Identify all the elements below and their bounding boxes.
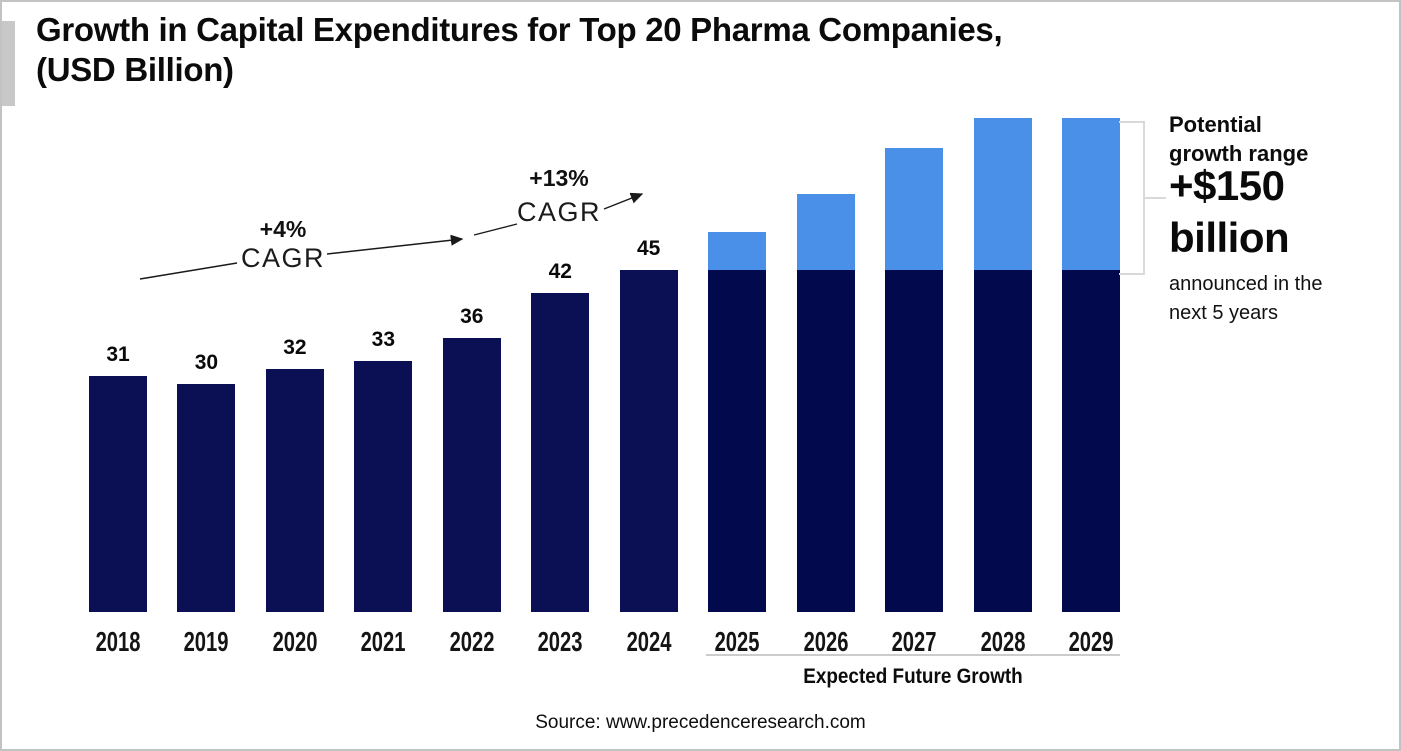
bar-2023-base xyxy=(531,292,590,612)
source-text: Source: www.precedenceresearch.com xyxy=(535,712,866,733)
cagr1-rate: +4% xyxy=(259,216,307,242)
bar-value-2018: 31 xyxy=(106,343,130,367)
bar-2018-base xyxy=(89,376,147,612)
bar-value-2021: 33 xyxy=(371,328,396,352)
cagr1-label: CAGR xyxy=(240,243,325,273)
x-label-2026: 2026 xyxy=(803,626,849,657)
x-label-2018: 2018 xyxy=(95,626,141,657)
bar-2029-base xyxy=(1061,270,1120,612)
bar-2026-base xyxy=(796,270,855,612)
cagr2-label: CAGR xyxy=(516,197,601,227)
bar-2026-growth xyxy=(796,194,855,270)
page-title-line2: (USD Billion) xyxy=(36,51,234,88)
bar-2020-base xyxy=(265,368,324,612)
bar-2025-growth xyxy=(708,232,767,270)
bar-2029-growth xyxy=(1061,118,1120,270)
x-label-2021: 2021 xyxy=(360,626,406,657)
bar-value-2020: 32 xyxy=(283,335,307,359)
bar-2027-base xyxy=(885,270,944,612)
bar-2025-base xyxy=(708,270,767,612)
x-label-2025: 2025 xyxy=(714,626,760,657)
page-title-line1: Growth in Capital Expenditures for Top 2… xyxy=(36,11,1003,48)
x-label-2023: 2023 xyxy=(537,626,583,657)
x-label-2028: 2028 xyxy=(980,626,1025,657)
bar-2028-growth xyxy=(973,118,1032,270)
bar-2024-base xyxy=(619,270,678,612)
bar-value-2024: 45 xyxy=(637,237,661,260)
future-growth-label: Expected Future Growth xyxy=(803,665,1023,688)
side-panel-caption: announced in the next 5 years xyxy=(1169,273,1323,324)
side-panel-amount: +$150 billion xyxy=(1169,162,1290,261)
page-title: Growth in Capital Expenditures for Top 2… xyxy=(36,10,1003,90)
x-label-2022: 2022 xyxy=(449,626,495,657)
x-label-2019: 2019 xyxy=(184,626,229,657)
x-label-2029: 2029 xyxy=(1068,626,1114,657)
bar-2027-growth xyxy=(885,148,944,270)
bar-value-2023: 42 xyxy=(548,259,572,283)
bar-2021-base xyxy=(354,361,413,612)
future-growth-underline xyxy=(706,654,1120,656)
bar-2028-base xyxy=(973,270,1032,612)
x-label-2027: 2027 xyxy=(891,626,937,657)
title-accent-bar xyxy=(2,21,15,106)
bar-value-2019: 30 xyxy=(194,351,219,374)
bar-value-2022: 36 xyxy=(460,305,484,329)
bar-2019-base xyxy=(177,384,236,612)
bar-2022-base xyxy=(442,338,501,612)
x-label-2024: 2024 xyxy=(626,626,672,657)
side-panel-heading: Potential growth range xyxy=(1169,112,1309,166)
cagr2-rate: +13% xyxy=(529,165,589,191)
x-label-2020: 2020 xyxy=(272,626,318,657)
